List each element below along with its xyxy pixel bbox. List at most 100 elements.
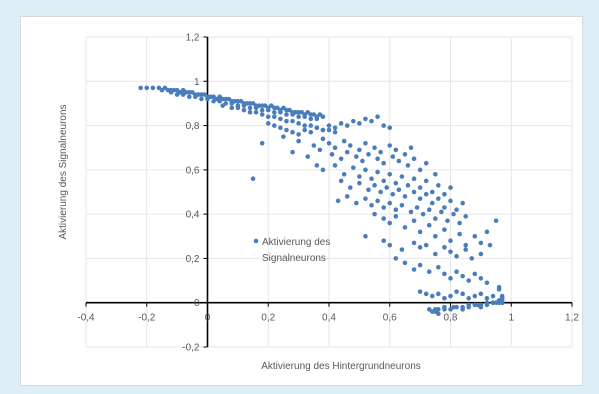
data-point (363, 140, 368, 146)
data-point (442, 271, 447, 277)
data-point (366, 152, 371, 157)
x-tick-label: 0,4 (322, 313, 336, 324)
data-point (390, 154, 396, 159)
y-tick-label: 0,8 (186, 121, 200, 132)
data-point (332, 125, 338, 131)
data-point (496, 287, 502, 292)
data-point (296, 138, 301, 144)
data-point (378, 149, 383, 155)
data-point (205, 96, 210, 102)
data-point (463, 242, 468, 248)
data-point (442, 295, 447, 301)
data-point (344, 194, 350, 199)
data-point (278, 109, 283, 115)
data-point (493, 218, 499, 224)
data-point (241, 107, 247, 113)
data-point (423, 291, 429, 297)
data-point (211, 98, 216, 104)
data-point (369, 176, 374, 182)
data-point (138, 85, 143, 91)
data-point (366, 187, 371, 193)
x-tick-label: -0,4 (77, 313, 95, 324)
data-point (399, 247, 405, 252)
data-point (433, 307, 438, 312)
data-point (426, 269, 432, 275)
data-point (439, 209, 444, 215)
data-point (186, 94, 192, 100)
data-point (484, 229, 490, 235)
data-point (433, 251, 438, 257)
data-point (484, 280, 490, 286)
data-point (417, 167, 423, 173)
legend-label-line2: Signalneurons (262, 253, 326, 264)
data-point (326, 140, 332, 146)
data-point (411, 267, 417, 272)
data-point (150, 85, 156, 91)
data-point (463, 247, 468, 252)
data-point (420, 211, 426, 217)
x-tick-label: 1 (508, 313, 514, 324)
data-point (417, 245, 423, 250)
data-point (290, 149, 295, 155)
data-point (429, 293, 435, 299)
data-point (305, 154, 311, 159)
legend: Aktivierung des Signalneurons (253, 237, 330, 264)
data-point (357, 147, 362, 153)
data-point (405, 183, 411, 188)
data-point (411, 176, 417, 182)
data-point (284, 127, 289, 133)
data-point (326, 127, 332, 133)
data-point (460, 200, 465, 206)
data-point (387, 125, 393, 131)
data-point (417, 196, 423, 201)
data-point (250, 176, 256, 182)
data-point (402, 152, 408, 157)
data-point (396, 187, 402, 193)
data-point (387, 242, 393, 248)
data-point (472, 293, 478, 299)
data-point (411, 240, 417, 246)
data-point (375, 169, 380, 175)
data-point (314, 163, 320, 168)
data-point (351, 118, 356, 124)
data-point (387, 143, 393, 148)
data-point (466, 278, 472, 283)
data-point (265, 114, 271, 120)
tick-labels: -0,4 -0,2 0 0,2 0,4 0,6 0,8 1 1,2 -0,2 0 0,2 0,4 0,6 0… (77, 33, 579, 354)
data-point (423, 191, 429, 197)
data-point (332, 129, 338, 135)
data-point (433, 216, 438, 221)
data-point (272, 123, 277, 128)
data-point (193, 94, 198, 100)
data-point (442, 245, 447, 250)
data-point (326, 123, 332, 128)
data-point (445, 218, 450, 224)
y-tick-label: 0,6 (186, 165, 200, 176)
data-point (329, 152, 335, 157)
data-point (320, 167, 326, 173)
data-point (375, 114, 380, 120)
data-point (235, 105, 241, 111)
data-point (284, 112, 289, 117)
data-point (484, 302, 490, 308)
data-point (168, 90, 174, 95)
data-point (357, 174, 362, 179)
data-point (369, 118, 374, 124)
data-point (217, 98, 222, 104)
data-point (417, 229, 423, 235)
data-point (308, 116, 314, 122)
data-point (344, 149, 350, 155)
data-point (381, 216, 386, 221)
chart-area: -0,4 -0,2 0 0,2 0,4 0,6 0,8 1 1,2 -0,2 0 0,2 0,4 0,6 0… (20, 16, 583, 386)
data-point (442, 205, 447, 210)
data-point (442, 227, 447, 232)
data-point (426, 222, 432, 228)
data-point (372, 211, 377, 217)
data-point (451, 304, 456, 310)
data-point (478, 304, 484, 310)
data-point (423, 160, 429, 166)
data-point (311, 143, 317, 148)
data-point (411, 189, 417, 195)
data-point (384, 185, 390, 190)
data-point (253, 109, 259, 115)
